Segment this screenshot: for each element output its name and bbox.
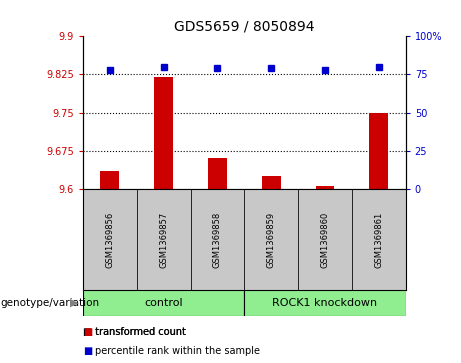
Bar — [83, 189, 137, 290]
Bar — [316, 186, 334, 189]
Text: GSM1369861: GSM1369861 — [374, 212, 383, 268]
Text: genotype/variation: genotype/variation — [0, 298, 99, 308]
Bar — [262, 176, 281, 189]
Text: ■: ■ — [83, 327, 92, 337]
Bar — [352, 189, 406, 290]
Text: ▶: ▶ — [70, 298, 78, 308]
Bar — [190, 189, 244, 290]
Bar — [244, 189, 298, 290]
Bar — [154, 77, 173, 189]
Text: GSM1369857: GSM1369857 — [159, 212, 168, 268]
Title: GDS5659 / 8050894: GDS5659 / 8050894 — [174, 20, 314, 34]
Text: transformed count: transformed count — [95, 327, 185, 337]
Text: control: control — [144, 298, 183, 308]
Text: GSM1369859: GSM1369859 — [267, 212, 276, 268]
Bar — [208, 158, 227, 189]
Text: ROCK1 knockdown: ROCK1 knockdown — [272, 298, 378, 308]
Bar — [244, 290, 406, 316]
Bar — [137, 189, 190, 290]
Bar — [83, 290, 244, 316]
Text: ■: ■ — [83, 346, 92, 356]
Text: GSM1369858: GSM1369858 — [213, 212, 222, 268]
Text: GSM1369856: GSM1369856 — [106, 212, 114, 268]
Text: percentile rank within the sample: percentile rank within the sample — [95, 346, 260, 356]
Text: ■ transformed count: ■ transformed count — [83, 327, 186, 337]
Text: GSM1369860: GSM1369860 — [320, 212, 330, 268]
Bar — [100, 171, 119, 189]
Bar — [298, 189, 352, 290]
Bar — [369, 113, 388, 189]
